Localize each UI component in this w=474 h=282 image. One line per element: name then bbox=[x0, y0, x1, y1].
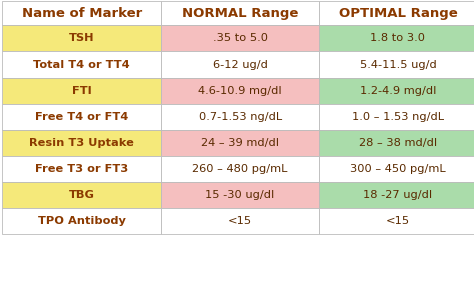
Text: 28 – 38 md/dl: 28 – 38 md/dl bbox=[359, 138, 437, 148]
Bar bbox=[319, 130, 474, 156]
Text: TSH: TSH bbox=[69, 34, 94, 43]
Text: 1.0 – 1.53 ng/dL: 1.0 – 1.53 ng/dL bbox=[352, 112, 444, 122]
Bar bbox=[2, 1, 161, 25]
Bar bbox=[319, 78, 474, 103]
Text: Total T4 or TT4: Total T4 or TT4 bbox=[34, 60, 130, 69]
Text: FTI: FTI bbox=[72, 86, 91, 96]
Bar bbox=[2, 130, 161, 156]
Text: 0.7-1.53 ng/dL: 0.7-1.53 ng/dL bbox=[199, 112, 282, 122]
Text: <15: <15 bbox=[228, 216, 252, 226]
Bar bbox=[2, 78, 161, 103]
Text: 1.2-4.9 mg/dl: 1.2-4.9 mg/dl bbox=[360, 86, 436, 96]
Bar bbox=[161, 1, 319, 25]
Bar bbox=[319, 1, 474, 25]
Text: Resin T3 Uptake: Resin T3 Uptake bbox=[29, 138, 134, 148]
Bar bbox=[319, 156, 474, 182]
Bar bbox=[2, 51, 161, 78]
Bar bbox=[161, 156, 319, 182]
Bar bbox=[2, 103, 161, 130]
Bar bbox=[319, 103, 474, 130]
Text: 5.4-11.5 ug/d: 5.4-11.5 ug/d bbox=[360, 60, 436, 69]
Text: 260 – 480 pg/mL: 260 – 480 pg/mL bbox=[192, 164, 288, 174]
Bar bbox=[161, 182, 319, 208]
Text: 6-12 ug/d: 6-12 ug/d bbox=[213, 60, 267, 69]
Text: 1.8 to 3.0: 1.8 to 3.0 bbox=[370, 34, 426, 43]
Text: 18 -27 ug/dl: 18 -27 ug/dl bbox=[364, 190, 432, 200]
Text: <15: <15 bbox=[386, 216, 410, 226]
Text: TBG: TBG bbox=[69, 190, 95, 200]
Text: 300 – 450 pg/mL: 300 – 450 pg/mL bbox=[350, 164, 446, 174]
Bar bbox=[2, 208, 161, 234]
Text: NORMAL Range: NORMAL Range bbox=[182, 7, 298, 20]
Bar bbox=[161, 78, 319, 103]
Bar bbox=[2, 156, 161, 182]
Bar bbox=[161, 25, 319, 51]
Bar bbox=[2, 182, 161, 208]
Text: Free T4 or FT4: Free T4 or FT4 bbox=[35, 112, 128, 122]
Text: .35 to 5.0: .35 to 5.0 bbox=[212, 34, 268, 43]
Text: Name of Marker: Name of Marker bbox=[22, 7, 142, 20]
Bar bbox=[319, 25, 474, 51]
Text: OPTIMAL Range: OPTIMAL Range bbox=[338, 7, 457, 20]
Text: 15 -30 ug/dl: 15 -30 ug/dl bbox=[205, 190, 275, 200]
Bar bbox=[161, 130, 319, 156]
Bar bbox=[161, 51, 319, 78]
Text: Free T3 or FT3: Free T3 or FT3 bbox=[35, 164, 128, 174]
Text: 4.6-10.9 mg/dl: 4.6-10.9 mg/dl bbox=[198, 86, 282, 96]
Bar bbox=[161, 103, 319, 130]
Bar bbox=[319, 182, 474, 208]
Bar bbox=[319, 208, 474, 234]
Text: TPO Antibody: TPO Antibody bbox=[38, 216, 126, 226]
Bar bbox=[2, 25, 161, 51]
Text: 24 – 39 md/dl: 24 – 39 md/dl bbox=[201, 138, 279, 148]
Bar bbox=[319, 51, 474, 78]
Bar bbox=[161, 208, 319, 234]
